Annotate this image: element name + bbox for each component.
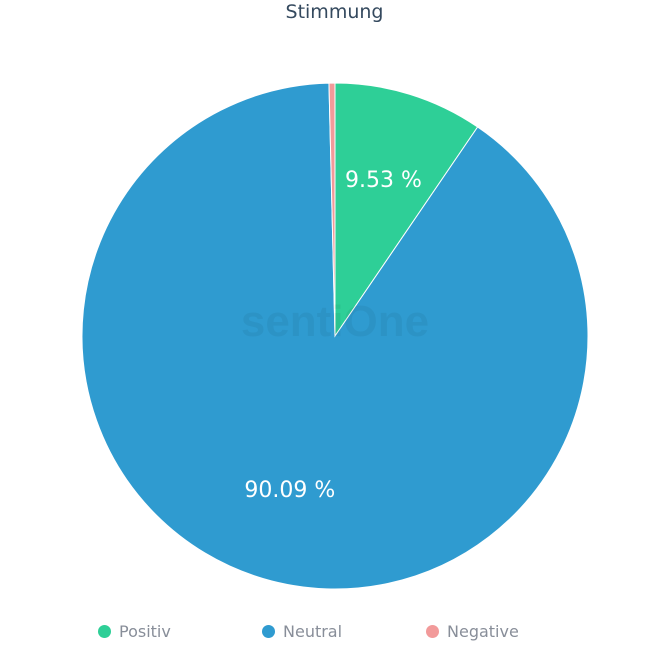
legend-marker xyxy=(98,625,111,638)
legend-label: Neutral xyxy=(283,622,343,641)
data-label: 9.53 % xyxy=(345,168,422,193)
data-label: 90.09 % xyxy=(244,478,335,503)
watermark-logo: sentiOne xyxy=(241,297,429,346)
chart-title: Stimmung xyxy=(285,1,384,23)
pie-slice-neutral[interactable] xyxy=(81,82,589,590)
pie-slice-negative[interactable] xyxy=(328,82,336,337)
legend-item-neutral[interactable]: Neutral xyxy=(262,622,342,641)
legend-item-negative[interactable]: Negative xyxy=(426,622,519,641)
legend-label: Negative xyxy=(447,622,519,641)
legend-item-positiv[interactable]: Positiv xyxy=(98,622,171,641)
legend-marker xyxy=(262,625,275,638)
legend-label: Positiv xyxy=(119,622,171,641)
pie-slice-positiv[interactable] xyxy=(334,82,479,338)
legend-marker xyxy=(426,625,439,638)
